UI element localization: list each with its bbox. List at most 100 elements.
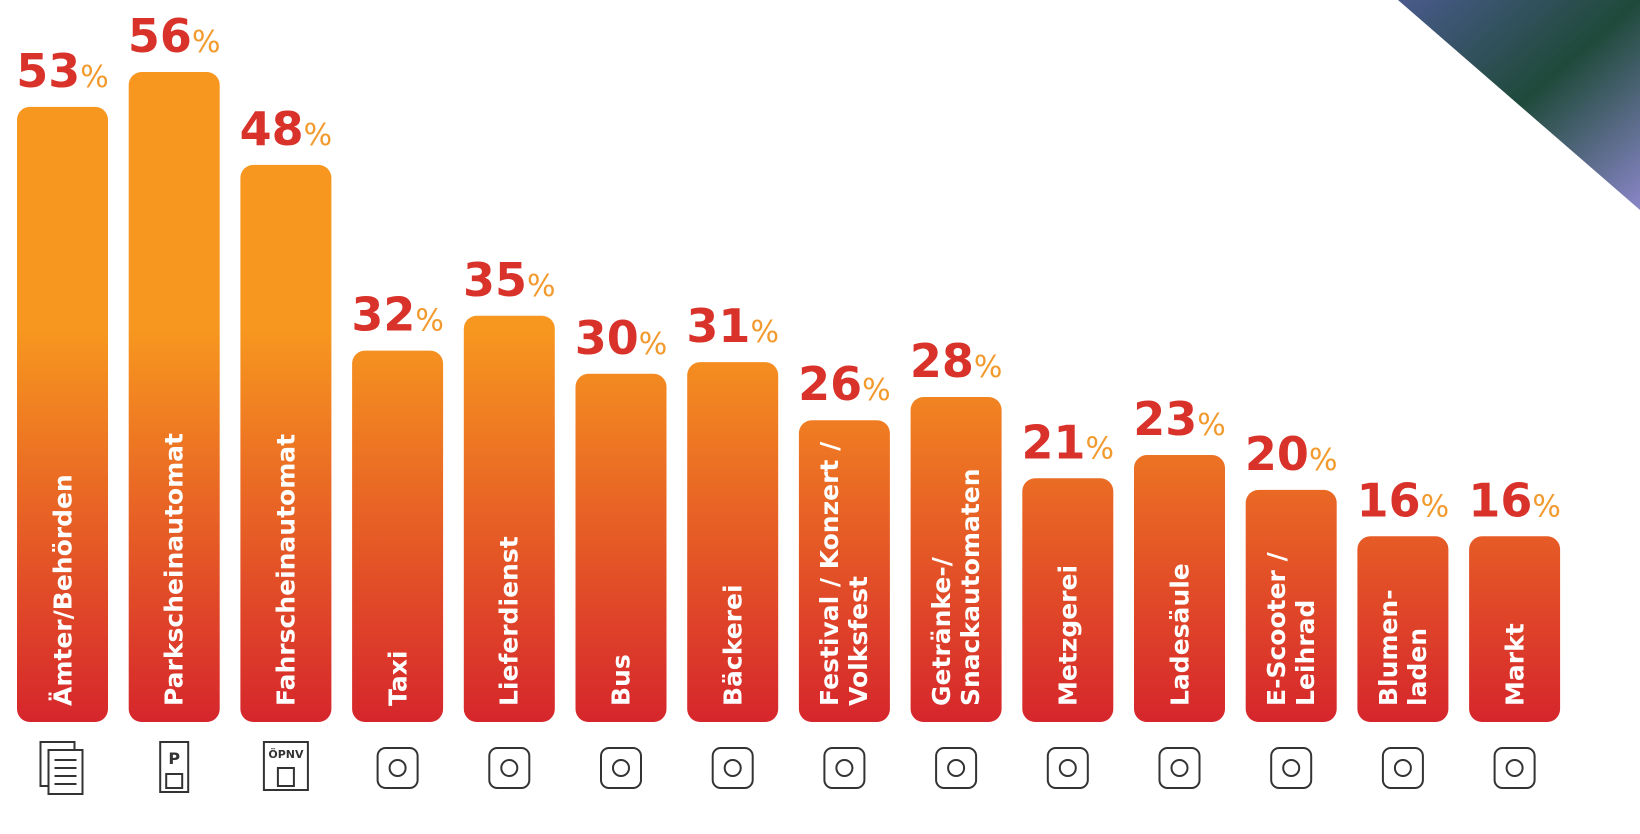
bar (352, 350, 444, 722)
category-label: Lieferdienst (494, 536, 524, 706)
category-label: Ladesäule (1165, 563, 1194, 706)
value-number: 53 (16, 44, 80, 98)
value-number: 35 (463, 253, 527, 307)
icon: P (159, 741, 190, 793)
value-unit: % (415, 304, 444, 339)
icon (600, 747, 642, 789)
icon-part (500, 759, 519, 777)
bar (463, 315, 555, 722)
value-unit: % (639, 327, 668, 362)
value-label: 26% (798, 357, 891, 411)
icon-part (1282, 759, 1301, 777)
icon-text: ÖPNV (268, 747, 304, 761)
value-number: 26 (798, 357, 862, 411)
icon-part (1170, 759, 1189, 777)
bar (1357, 536, 1449, 722)
category-label: Festival / Konzert / Volksfest (815, 441, 874, 706)
icon (39, 741, 84, 795)
icon-part (1505, 759, 1524, 777)
category-label: Getränke-/ Snackautomaten (927, 468, 986, 706)
value-number: 30 (575, 311, 639, 365)
icon-part (1381, 747, 1424, 789)
value-number: 28 (910, 334, 974, 388)
icon-part (935, 747, 978, 789)
icon (488, 747, 531, 789)
value-number: 20 (1245, 427, 1309, 481)
category-label: Markt (1500, 623, 1530, 706)
value-label: 35% (463, 253, 556, 307)
icon-part (388, 759, 407, 777)
icon-text: P (168, 749, 180, 768)
category-label: Taxi (383, 650, 413, 706)
icon-part (1058, 759, 1077, 777)
icon-part (612, 759, 630, 777)
value-number: 31 (686, 299, 750, 353)
value-number: 16 (1357, 473, 1421, 527)
bar (910, 397, 1002, 722)
icon (711, 747, 754, 789)
icon-part (159, 741, 190, 793)
value-label: 16% (1357, 473, 1450, 527)
value-unit: % (304, 118, 333, 153)
category-label: Bus (606, 654, 636, 706)
icon-part (1393, 759, 1412, 777)
icon-part (711, 747, 754, 789)
bar (1022, 478, 1114, 722)
icon-part (1158, 747, 1201, 789)
icon-part (276, 767, 295, 787)
icon (1158, 747, 1201, 789)
value-label: 23% (1133, 392, 1226, 446)
bar (240, 164, 332, 722)
category-label: Metzgerei (1053, 564, 1083, 706)
bar (798, 420, 890, 722)
value-number: 32 (351, 288, 415, 342)
value-label: 20% (1245, 427, 1338, 481)
icon-part (600, 747, 642, 789)
value-label: 30% (575, 311, 668, 365)
category-label: Ämter/Behörden (48, 474, 77, 706)
icon-part (1046, 747, 1089, 789)
icon (823, 747, 866, 789)
value-label: 31% (686, 299, 779, 353)
value-label: 21% (1022, 415, 1115, 469)
icon-part (723, 759, 742, 777)
bar (128, 72, 220, 722)
icon-part (165, 773, 184, 789)
value-unit: % (1309, 443, 1338, 478)
icon-part (47, 749, 84, 795)
bar (575, 373, 667, 722)
icon (1493, 747, 1536, 789)
icon (935, 747, 978, 789)
category-label: Fahrscheinautomat (271, 433, 301, 706)
value-unit: % (974, 350, 1003, 385)
value-unit: % (80, 60, 109, 95)
category-label: Bäckerei (718, 584, 748, 706)
value-label: 48% (240, 102, 333, 156)
value-number: 21 (1022, 415, 1086, 469)
value-label: 53% (16, 44, 109, 98)
icon-part (1493, 747, 1536, 789)
value-unit: % (750, 315, 779, 350)
bar (687, 362, 779, 722)
corner-photo (1398, 0, 1640, 210)
value-label: 32% (351, 288, 444, 342)
value-number: 56 (128, 9, 192, 63)
value-label: 28% (910, 334, 1003, 388)
value-number: 23 (1133, 392, 1197, 446)
category-label: Blumen- laden (1373, 589, 1432, 706)
value-unit: % (1197, 408, 1226, 443)
icon-part (947, 759, 966, 777)
value-number: 16 (1468, 473, 1532, 527)
value-unit: % (1421, 489, 1450, 524)
value-unit: % (1086, 431, 1115, 466)
value-number: 48 (240, 102, 304, 156)
bar (1134, 455, 1225, 722)
value-unit: % (527, 269, 556, 304)
value-label: 16% (1468, 473, 1561, 527)
value-unit: % (862, 373, 891, 408)
value-unit: % (192, 25, 221, 60)
value-unit: % (1532, 489, 1561, 524)
icon-part (488, 747, 531, 789)
